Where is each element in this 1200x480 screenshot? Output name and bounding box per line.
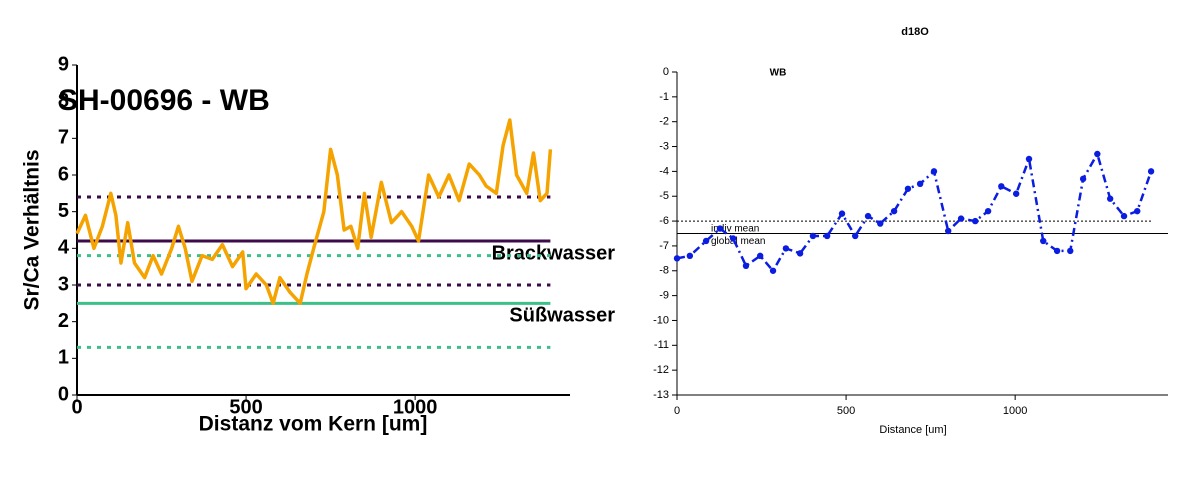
data-point [1012, 190, 1020, 197]
x-axis-label: Distance [um] [879, 424, 946, 436]
y-tick-label: 6 [58, 163, 69, 185]
data-point [1134, 207, 1141, 215]
reference-label: global mean [711, 236, 765, 247]
data-line [75, 118, 553, 306]
data-point [769, 267, 777, 274]
reference-label: Süßwasser [509, 305, 615, 327]
y-tick-label: -10 [653, 314, 669, 326]
data-point [877, 220, 884, 227]
y-tick-label: -9 [659, 290, 669, 302]
data-line [676, 152, 1153, 273]
data-point [852, 232, 859, 240]
reference-label: Brackwasser [492, 242, 616, 264]
y-tick-label: -7 [659, 240, 669, 252]
data-point [782, 245, 790, 252]
x-tick-label: 0 [674, 405, 680, 417]
y-tick-label: -13 [653, 389, 669, 401]
y-tick-label: 4 [58, 237, 70, 259]
y-tick-label: -5 [659, 190, 669, 202]
y-axis-label: Sr/Ca Verhältnis [21, 149, 44, 310]
y-tick-label: -4 [659, 165, 669, 177]
x-tick-label: 500 [837, 405, 855, 417]
data-point [729, 235, 737, 242]
data-point [1106, 195, 1114, 202]
data-point [972, 217, 979, 225]
data-point [742, 262, 750, 269]
data-point [1053, 247, 1061, 255]
data-point [1120, 212, 1128, 220]
y-tick-label: -3 [659, 140, 669, 152]
data-point [809, 232, 817, 240]
data-point [686, 252, 694, 260]
y-tick-label: -6 [659, 215, 669, 227]
y-tick-label: 1 [58, 347, 69, 369]
data-point [702, 237, 710, 245]
data-point [916, 180, 924, 188]
data-point [1079, 175, 1087, 183]
y-tick-label: -11 [654, 339, 669, 351]
data-point [984, 207, 992, 215]
data-point [756, 252, 764, 260]
y-tick-label: 7 [58, 127, 69, 149]
data-point [1147, 168, 1155, 175]
y-tick-label: 8 [58, 90, 69, 112]
data-point [796, 250, 804, 257]
y-tick-label: 0 [58, 383, 69, 405]
data-point [944, 227, 952, 235]
data-point [1067, 247, 1074, 255]
y-tick-label: 5 [58, 200, 69, 222]
chart-subtitle: WB [770, 68, 787, 79]
chart-title: d18O [901, 26, 929, 38]
x-tick-label: 500 [229, 396, 262, 418]
data-point [673, 255, 681, 262]
y-tick-label: -2 [659, 116, 669, 128]
x-tick-label: 0 [71, 396, 82, 418]
y-tick-label: 9 [58, 53, 69, 75]
y-tick-label: -1 [659, 91, 669, 103]
data-point [716, 225, 724, 232]
y-tick-label: 3 [58, 273, 69, 295]
reference-label: indiv mean [711, 224, 759, 235]
y-tick-label: -8 [659, 265, 669, 277]
data-point [957, 215, 965, 222]
y-tick-label: -12 [653, 364, 669, 376]
data-point [890, 207, 898, 215]
x-tick-label: 1000 [393, 396, 438, 418]
y-tick-label: 2 [58, 310, 69, 332]
y-tick-label: 0 [663, 66, 669, 78]
data-point [1025, 155, 1033, 163]
x-axis-label: Distanz vom Kern [um] [199, 413, 428, 436]
data-point [998, 183, 1005, 190]
data-point [1094, 150, 1101, 158]
data-point [930, 168, 938, 175]
x-tick-label: 1000 [1003, 405, 1027, 417]
data-point [838, 210, 846, 217]
chart-title: SH-00696 - WB [58, 84, 270, 117]
data-point [864, 212, 872, 220]
data-point [904, 185, 912, 192]
data-point [1040, 237, 1047, 245]
data-point [823, 232, 831, 240]
